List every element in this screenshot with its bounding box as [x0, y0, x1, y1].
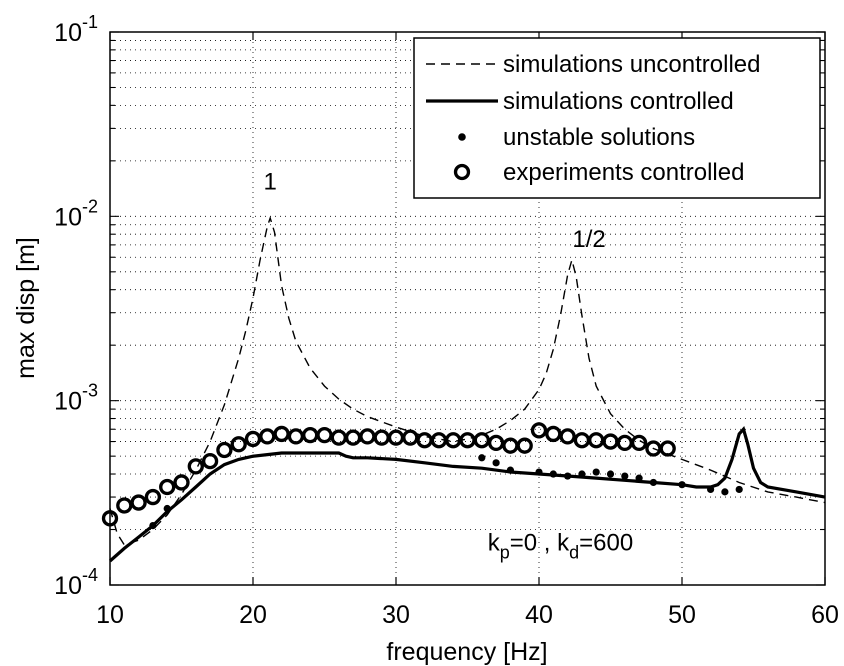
experiment-point [545, 425, 562, 443]
series-uncontrolled-line [109, 215, 826, 546]
unstable-point [735, 485, 743, 494]
legend-label: unstable solutions [503, 124, 695, 151]
unstable-point [506, 466, 514, 474]
y-tick-base: 10 [54, 572, 82, 600]
legend-label: simulations uncontrolled [503, 51, 760, 78]
x-axis-label: frequency [Hz] [386, 638, 547, 666]
x-tick-label: 50 [668, 601, 696, 629]
experiment-point [416, 432, 433, 449]
experiment-point [473, 432, 490, 449]
experiment-point [316, 427, 333, 444]
series-controlled-line [108, 426, 826, 563]
x-tick-label: 30 [382, 601, 410, 629]
param-kd-value: =600 [579, 530, 633, 557]
experiment-point [659, 440, 676, 457]
unstable-point [649, 478, 658, 487]
y-tick-base: 10 [54, 203, 82, 231]
params-label: kp=0 , kd=600 [488, 530, 633, 563]
experiment-point [173, 474, 190, 491]
experiment-point [287, 428, 305, 445]
plot-frame [109, 31, 826, 586]
params-text: kp=0 , kd=600 [488, 530, 633, 563]
experiment-point [630, 434, 648, 452]
param-kd-k: k [557, 530, 570, 557]
unstable-point [592, 468, 600, 476]
experiment-point [616, 434, 633, 452]
experiment-point [373, 429, 390, 446]
y-tick-label: 10-1 [54, 12, 98, 47]
unstable-point [535, 468, 543, 476]
unstable-point [549, 470, 557, 478]
y-tick-base: 10 [54, 19, 82, 47]
experiment-point [502, 437, 519, 454]
y-tick-exponent: -3 [82, 381, 98, 401]
param-kp-k: k [488, 530, 501, 557]
experiment-point [230, 436, 247, 453]
experiment-point [402, 429, 419, 446]
y-tick-exponent: -1 [82, 12, 98, 32]
experiment-point [187, 458, 204, 475]
y-tick-exponent: -4 [82, 565, 98, 585]
experiment-point [530, 422, 548, 439]
unstable-point [606, 470, 615, 478]
unstable-point [492, 459, 500, 467]
y-tick-exponent: -2 [82, 196, 98, 216]
legend: simulations uncontrolled simulations cont… [413, 37, 821, 199]
y-tick-base: 10 [54, 388, 82, 416]
experiment-point [359, 428, 376, 445]
experiment-point [273, 425, 290, 443]
experiment-point [330, 429, 347, 446]
experiment-point [144, 488, 162, 506]
y-tick-label: 10-3 [54, 381, 98, 416]
experiment-point [201, 452, 219, 470]
param-kp-sub: p [500, 543, 510, 563]
unstable-point [578, 470, 586, 478]
legend-marker-dot [458, 133, 466, 141]
experiment-point [159, 478, 176, 496]
legend-marker-circle [453, 163, 471, 181]
experiment-point [487, 434, 505, 452]
x-tick-label: 40 [525, 601, 553, 629]
x-tick-label: 60 [811, 601, 839, 629]
y-tick-label: 10-2 [54, 196, 98, 231]
unstable-point [678, 481, 686, 489]
unstable-point [635, 474, 643, 482]
series [101, 215, 826, 563]
experiment-point [116, 497, 133, 514]
experiment-point [244, 430, 262, 448]
experiment-point [344, 429, 362, 446]
experiment-point [516, 437, 533, 454]
experiment-point [216, 441, 233, 459]
legend-box [413, 37, 821, 199]
unstable-point [163, 504, 171, 513]
peak-label: 1 [263, 168, 276, 195]
experiment-point [559, 428, 576, 445]
unstable-point [149, 522, 157, 530]
unstable-point [621, 472, 629, 480]
param-kp-value: =0 , [510, 530, 557, 557]
experiment-point [130, 494, 147, 511]
unstable-point [564, 472, 572, 480]
experiment-point [101, 510, 119, 527]
x-tick-label: 10 [96, 601, 124, 629]
peak-label: 1/2 [572, 226, 605, 253]
unstable-point [478, 454, 486, 462]
experiment-point [588, 432, 605, 449]
x-tick-label: 20 [239, 601, 267, 629]
param-kd-sub: d [569, 543, 579, 563]
legend-label: experiments controlled [503, 159, 744, 186]
y-tick-label: 10-4 [54, 565, 98, 600]
unstable-point [707, 485, 715, 494]
experiment-point [573, 432, 591, 449]
unstable-point [721, 488, 729, 496]
y-axis-label: max disp [m] [12, 237, 40, 379]
experiment-point [302, 427, 319, 444]
legend-label: simulations controlled [503, 88, 734, 115]
annotations: 1 1/2 [263, 168, 605, 253]
experiment-point [259, 428, 276, 445]
